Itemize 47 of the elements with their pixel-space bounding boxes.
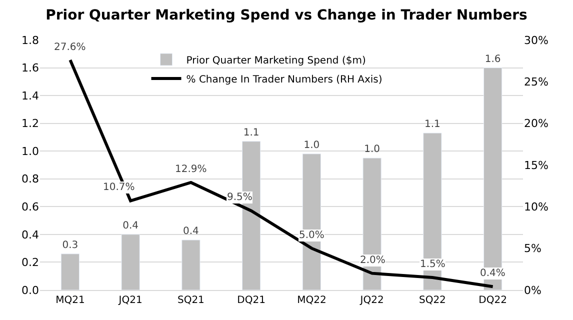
x-tick-label: DQ22 [478,295,507,306]
y2-tick-label: 15% [524,158,548,172]
bar [60,254,80,290]
x-tick-label: DQ21 [237,295,266,306]
data-label: 1.1 [424,119,440,130]
data-label: 1.0 [364,144,380,156]
y2-tick-label: 10% [524,200,548,214]
x-tick-label: MQ22 [297,295,326,306]
y-tick-label: 0.2 [22,256,39,270]
data-label: 5.0% [299,230,324,241]
y2-tick-label: 5% [524,242,542,256]
y-tick-label: 1.0 [22,144,39,158]
data-label: 1.6 [484,54,501,65]
y-tick-label: 0.0 [22,284,39,297]
data-label: 12.9% [175,164,207,175]
data-label: 0.4% [480,268,506,279]
y-tick-label: 0.4 [22,228,39,242]
data-label: 0.4 [182,226,199,237]
data-label: 1.5% [420,259,446,270]
legend-label: Prior Quarter Marketing Spend ($m) [186,55,366,66]
x-tick-label: SQ21 [177,295,204,306]
data-label: 1.0 [304,140,320,151]
legend-label: % Change In Trader Numbers (RH Axis) [186,74,382,86]
data-label: 2.0% [360,255,386,266]
y-tick-label: 1.4 [22,89,39,102]
x-tick-label: JQ21 [118,295,142,306]
x-tick-label: MQ21 [56,295,85,306]
x-tick-label: SQ22 [418,295,446,306]
data-label: 9.5% [227,192,252,203]
data-label: 27.6% [54,42,86,53]
y-tick-label: 0.6 [22,200,39,214]
data-label: 0.4 [122,220,139,232]
data-label: 10.7% [103,182,135,193]
y2-tick-label: 20% [524,117,548,130]
y-tick-label: 1.6 [22,62,39,75]
chart-title: Prior Quarter Marketing Spend vs Change in Trader Numbers [46,7,528,24]
y2-tick-label: 30% [524,34,548,47]
bar [182,240,200,290]
x-tick-label: JQ22 [359,295,384,306]
y-tick-label: 1.2 [22,117,39,130]
data-label: 1.1 [243,127,260,138]
bar [121,234,140,290]
y-tick-label: 0.8 [22,172,39,186]
data-label: 0.3 [62,240,78,251]
y2-tick-label: 25% [524,76,548,89]
y-tick-label: 1.8 [22,34,39,47]
y2-tick-label: 0% [524,284,542,297]
